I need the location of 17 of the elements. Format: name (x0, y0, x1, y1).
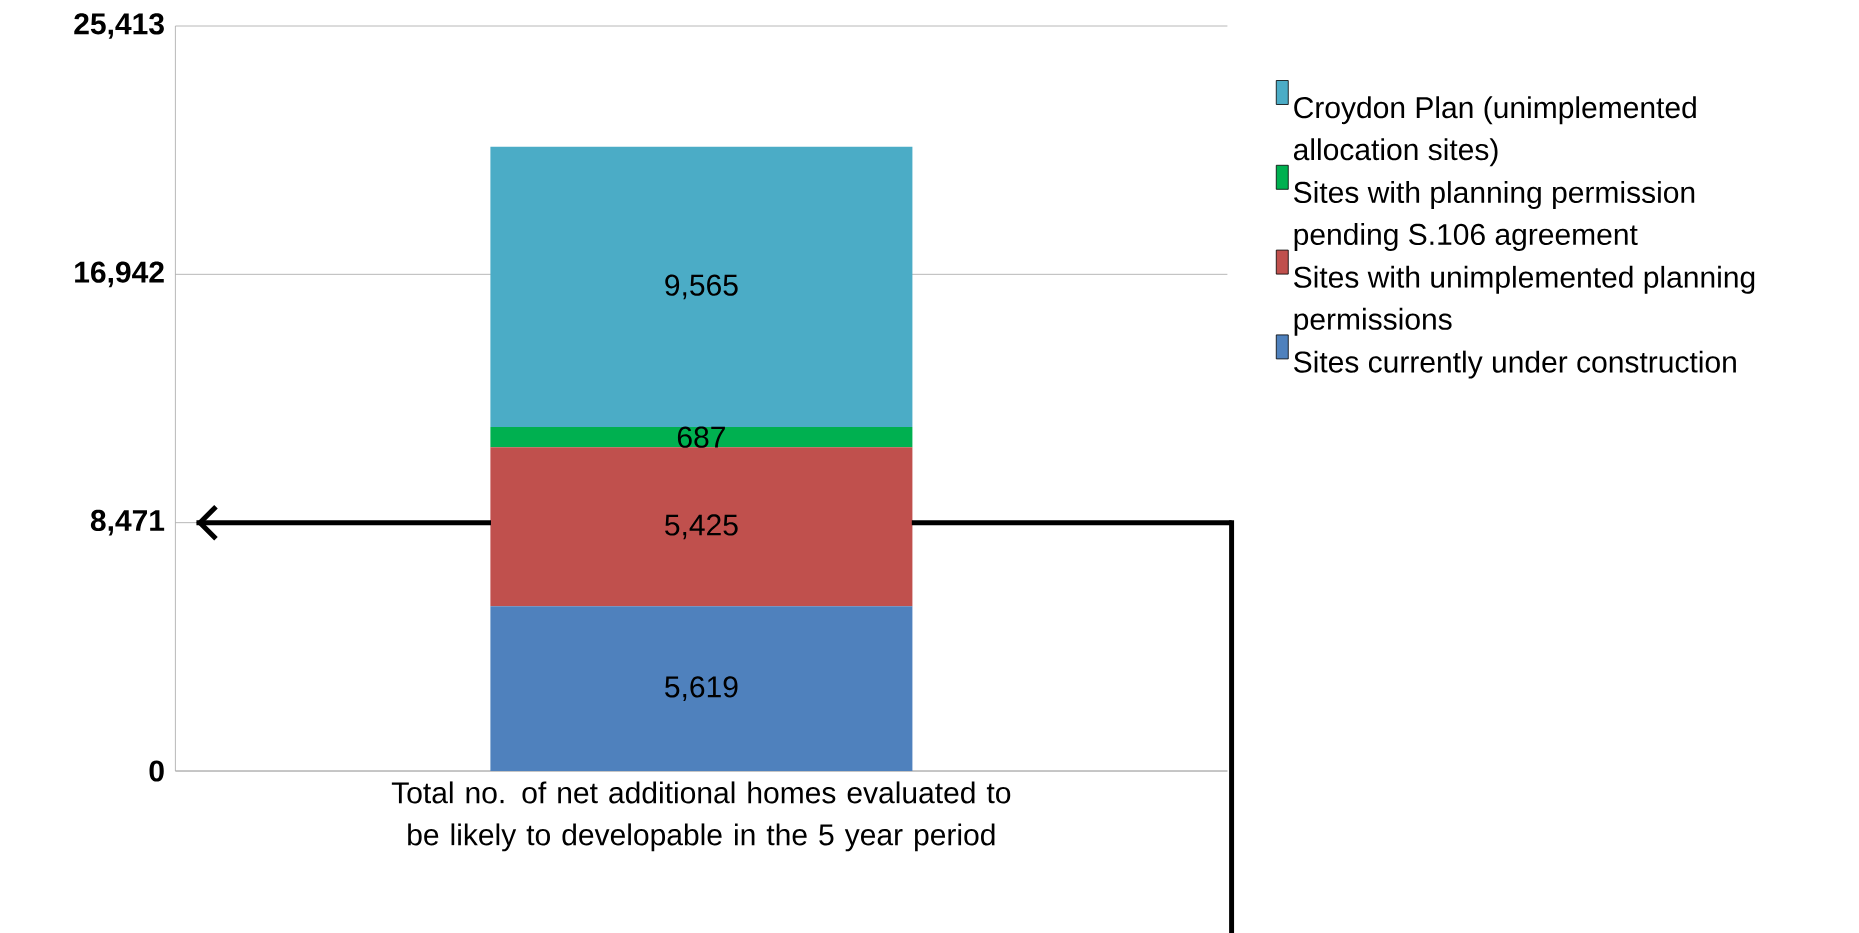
data-label: 9,565 (665, 274, 738, 300)
y-tick-label: 0 (149, 760, 164, 782)
y-tick-label: 25,413 (74, 13, 164, 39)
y-tick-label: 16,942 (75, 261, 164, 288)
data-label: 687 (677, 426, 725, 448)
legend-label: Sites with planning permission pending S.106 agreement (1294, 181, 1695, 251)
data-label: 5,619 (665, 676, 738, 702)
bar (490, 447, 913, 607)
y-tick-label: 8,471 (90, 509, 165, 536)
bar (490, 146, 913, 428)
legend-label: Sites with unimplemented planning permissions (1294, 265, 1755, 336)
bar (490, 427, 913, 448)
data-label: 5,425 (665, 514, 738, 540)
x-tick-label: Total no. of net additional homes evaluated to be likely to developable in the 5 year period (391, 781, 1011, 852)
legend-label: Sites currently under construction (1294, 350, 1736, 379)
legend-label: Croydon Plan (unimplemented allocation sites) (1293, 96, 1696, 167)
bar (490, 606, 913, 771)
